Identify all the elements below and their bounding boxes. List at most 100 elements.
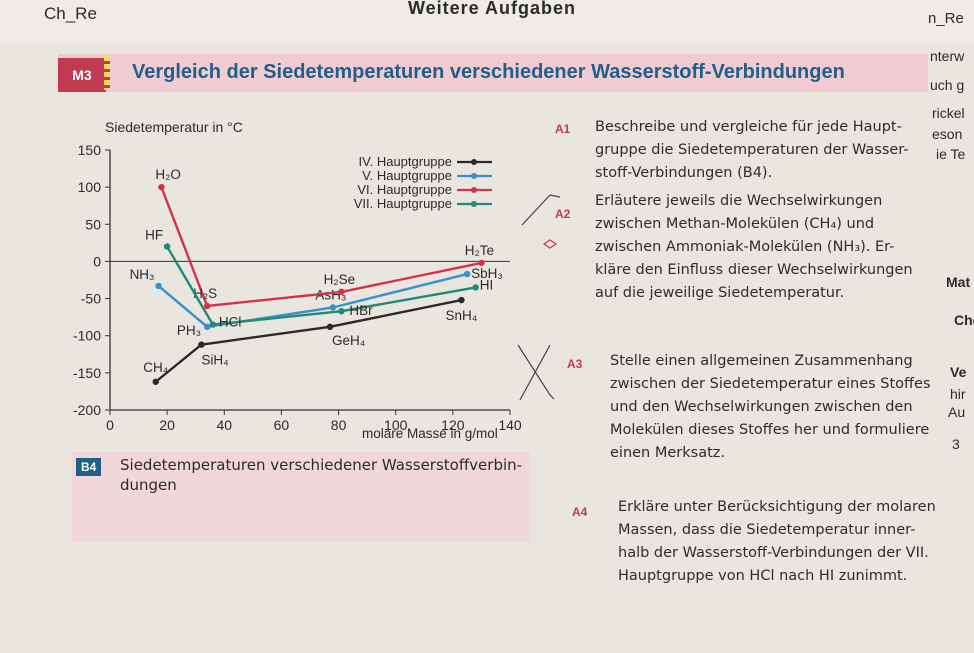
y-tick-label: 50 <box>85 216 101 232</box>
data-point <box>209 321 217 328</box>
data-point-label: HI <box>480 277 494 292</box>
series-line <box>154 298 462 383</box>
data-point <box>198 341 205 348</box>
legend-label: IV. Hauptgruppe <box>359 154 452 169</box>
data-point <box>338 288 345 296</box>
task-line: Hauptgruppe von HCl nach HI zunimmt. <box>618 568 908 584</box>
data-point <box>326 323 334 330</box>
task-line: zwischen Methan-Molekülen (CH₄) und <box>595 216 875 232</box>
margin-fragment: ie Te <box>936 146 966 162</box>
legend-marker <box>471 159 477 165</box>
data-point <box>203 302 211 310</box>
legend-label: VII. Hauptgruppe <box>354 196 452 211</box>
margin-fragment: Au <box>948 404 966 420</box>
x-tick-label: 20 <box>159 417 175 433</box>
task-a1-text: Beschreibe und vergleiche für jede Haupt… <box>595 116 909 185</box>
x-tick-label: 120 <box>441 417 465 433</box>
margin-fragment: uch g <box>930 77 965 93</box>
x-tick-label: 40 <box>216 417 232 433</box>
data-point-label: H₂Te <box>465 243 494 258</box>
x-tick-label: 100 <box>384 417 408 433</box>
task-line: und den Wechselwirkungen zwischen den <box>610 399 913 415</box>
y-axis-label: Siedetemperatur in °C <box>105 119 243 135</box>
data-point-label: HCl <box>219 315 242 330</box>
figure-caption: Siedetemperaturen verschiedener Wasserst… <box>120 455 522 495</box>
data-point <box>463 270 471 278</box>
y-tick-label: -150 <box>73 365 101 381</box>
banner-stripe-decoration <box>104 56 110 90</box>
series-line <box>157 272 468 329</box>
data-point-label: H₂S <box>193 286 217 301</box>
task-line: Erläutere jeweils die Wechselwirkungen <box>595 193 883 209</box>
section-banner <box>58 54 928 92</box>
caption-line: dungen <box>120 476 177 494</box>
task-line: Stelle einen allgemeinen Zusammenhang <box>610 353 913 369</box>
data-point <box>203 323 211 330</box>
task-a4-text: Erkläre unter Berücksichtigung der molar… <box>618 496 936 588</box>
legend-marker <box>471 201 477 207</box>
data-point-label: SbH₃ <box>471 266 503 281</box>
data-point <box>472 284 479 291</box>
margin-fragment: rickel <box>932 105 965 121</box>
y-tick-label: -200 <box>73 402 101 418</box>
legend-label: VI. Hauptgruppe <box>357 182 452 197</box>
task-line: Massen, dass die Siedetemperatur inner- <box>618 522 916 538</box>
data-point-label: HBr <box>349 303 373 318</box>
header-left-label: Ch_Re <box>44 4 97 23</box>
data-point <box>338 308 345 315</box>
task-line: gruppe die Siedetemperaturen der Wasser- <box>595 142 909 158</box>
figure-label: B4 <box>76 458 102 476</box>
margin-fragment: 3 <box>952 436 960 452</box>
series-line <box>166 245 476 326</box>
section-title: Vergleich der Siedetemperaturen verschie… <box>132 61 845 83</box>
data-point-label: SnH₄ <box>446 308 478 323</box>
task-line: auf die jeweilige Siedetemperatur. <box>595 285 845 301</box>
section-label: M3 <box>58 58 106 92</box>
margin-fragment: Mat <box>946 274 971 290</box>
connector-arrows-decoration <box>517 194 561 401</box>
header-center-title: Weitere Aufgaben <box>408 0 577 18</box>
data-point <box>478 259 485 267</box>
series-line <box>160 186 482 308</box>
x-tick-label: 60 <box>274 417 290 433</box>
data-point-label: HF <box>145 228 163 243</box>
task-label: A4 <box>572 505 588 519</box>
margin-fragment: eson <box>932 126 963 142</box>
data-point-label: H₂O <box>155 167 181 182</box>
y-tick-label: 0 <box>93 253 101 269</box>
data-point-label: CH₄ <box>143 360 168 375</box>
header-right-label: n_Re <box>928 10 964 27</box>
task-label: A2 <box>555 207 571 221</box>
margin-fragment: hir <box>950 386 966 402</box>
task-line: zwischen der Siedetemperatur eines Stoff… <box>610 376 931 392</box>
task-label: A3 <box>567 357 583 371</box>
y-tick-label: 150 <box>78 142 102 158</box>
data-point-label: SiH₄ <box>201 353 228 368</box>
task-a3-text: Stelle einen allgemeinen Zusammenhang zw… <box>610 350 931 465</box>
data-point <box>152 378 159 385</box>
x-tick-label: 140 <box>498 417 522 433</box>
data-point <box>329 304 337 311</box>
data-point-label: PH₃ <box>177 323 201 338</box>
data-point <box>155 282 162 290</box>
data-point-label: GeH₄ <box>332 333 365 348</box>
task-line: einen Merksatz. <box>610 445 725 461</box>
legend-label: V. Hauptgruppe <box>362 168 452 183</box>
task-line: zwischen Ammoniak-Molekülen (NH₃). Er- <box>595 239 895 255</box>
legend-marker <box>471 173 477 179</box>
data-point <box>163 243 171 250</box>
data-point-label: NH₃ <box>130 267 155 282</box>
data-point <box>458 296 465 304</box>
y-tick-label: -50 <box>81 291 101 307</box>
task-a2-text: Erläutere jeweils die Wechselwirkungen z… <box>595 190 913 305</box>
boiling-point-chart: Siedetemperatur in °C molare Masse in g/… <box>73 119 522 441</box>
y-tick-label: -100 <box>73 328 101 344</box>
x-axis-label: molare Masse in g/mol <box>362 426 498 441</box>
figure-caption-box <box>72 452 530 542</box>
margin-fragment: Che <box>954 312 974 328</box>
data-point <box>158 183 165 191</box>
task-line: Beschreibe und vergleiche für jede Haupt… <box>595 119 902 135</box>
y-tick-label: 100 <box>78 179 102 195</box>
caption-line: Siedetemperaturen verschiedener Wasserst… <box>120 456 523 474</box>
task-line: halb der Wasserstoff-Verbindungen der VI… <box>618 545 929 561</box>
